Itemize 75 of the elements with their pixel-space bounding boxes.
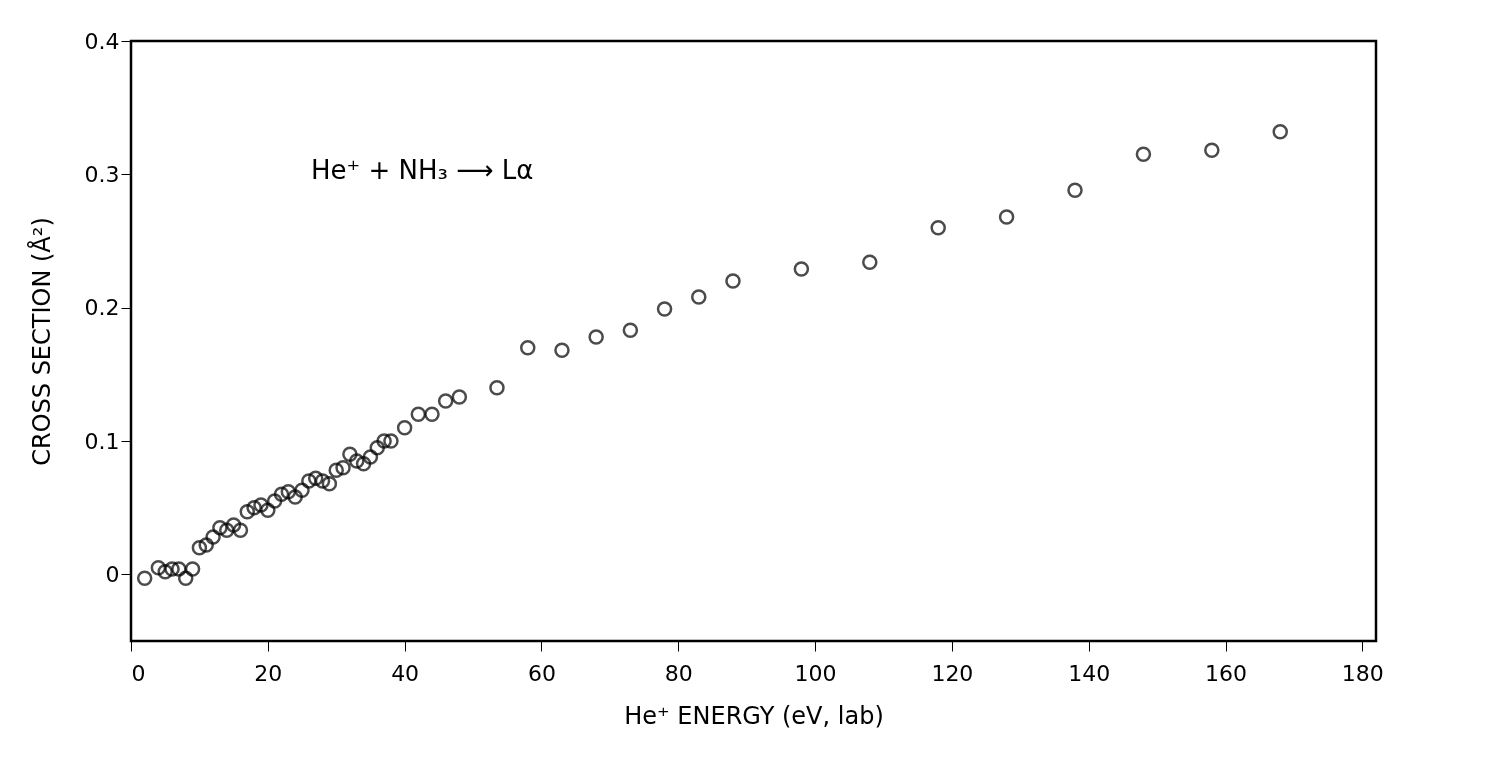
point bbox=[225, 517, 242, 533]
point bbox=[1204, 142, 1220, 159]
point bbox=[150, 559, 167, 576]
point bbox=[1067, 182, 1083, 199]
point bbox=[410, 406, 427, 423]
point bbox=[554, 342, 570, 359]
point bbox=[219, 522, 235, 539]
point bbox=[314, 473, 331, 489]
point bbox=[136, 570, 153, 587]
point bbox=[321, 475, 338, 492]
y-tick-label: 0.3 bbox=[84, 161, 120, 187]
x-tick-label: 100 bbox=[794, 660, 837, 686]
point bbox=[157, 563, 173, 580]
x-tick-label: 20 bbox=[254, 660, 283, 686]
point bbox=[239, 503, 256, 520]
point bbox=[930, 219, 946, 236]
annotation: He⁺ + NH₃ ⟶ Lα bbox=[311, 155, 534, 185]
x-tick-label: 80 bbox=[664, 660, 693, 686]
point bbox=[793, 261, 810, 277]
point bbox=[489, 379, 505, 396]
point bbox=[588, 329, 604, 345]
x-tick-label: 0 bbox=[131, 660, 146, 686]
point bbox=[348, 453, 365, 469]
point bbox=[725, 273, 741, 289]
point bbox=[1135, 146, 1152, 163]
point bbox=[212, 519, 228, 536]
point bbox=[280, 483, 297, 500]
point bbox=[691, 289, 707, 305]
point bbox=[191, 539, 208, 556]
point bbox=[171, 561, 187, 577]
x-tick-label: 160 bbox=[1205, 660, 1248, 686]
point bbox=[232, 522, 249, 539]
x-tick-label: 60 bbox=[527, 660, 556, 686]
point bbox=[205, 529, 221, 545]
y-tick-label: 0 bbox=[105, 561, 120, 587]
point bbox=[328, 462, 344, 479]
point bbox=[519, 339, 536, 356]
point bbox=[622, 322, 639, 339]
point bbox=[287, 489, 303, 505]
point bbox=[198, 537, 215, 553]
point bbox=[862, 254, 878, 271]
y-axis-title: CROSS SECTION (Å²) bbox=[26, 217, 56, 466]
y-tick-label: 0.4 bbox=[84, 28, 120, 54]
x-tick-label: 140 bbox=[1068, 660, 1111, 686]
point bbox=[362, 449, 379, 465]
point bbox=[177, 570, 194, 587]
point bbox=[369, 439, 386, 456]
point bbox=[998, 209, 1015, 225]
point bbox=[273, 486, 290, 503]
point bbox=[1272, 123, 1288, 140]
x-tick-label: 40 bbox=[391, 660, 420, 686]
point bbox=[451, 389, 468, 405]
point bbox=[301, 473, 317, 489]
point bbox=[656, 301, 673, 317]
point bbox=[294, 482, 310, 499]
point bbox=[335, 459, 351, 476]
y-tick-label: 0.2 bbox=[84, 295, 120, 321]
point bbox=[260, 502, 276, 519]
point bbox=[437, 393, 454, 409]
x-tick-label: 180 bbox=[1341, 660, 1384, 686]
point bbox=[376, 433, 392, 449]
point bbox=[355, 455, 372, 472]
x-axis-title: He⁺ ENERGY (eV, lab) bbox=[624, 701, 884, 730]
x-tick-label: 120 bbox=[931, 660, 974, 686]
point bbox=[164, 561, 180, 577]
point bbox=[266, 493, 283, 509]
point bbox=[246, 499, 262, 516]
point bbox=[383, 433, 399, 449]
point bbox=[184, 561, 201, 577]
y-tick-label: 0.1 bbox=[84, 428, 120, 454]
point bbox=[307, 470, 324, 487]
point bbox=[253, 497, 269, 513]
point bbox=[396, 419, 413, 436]
point bbox=[342, 446, 358, 463]
point bbox=[424, 406, 440, 423]
